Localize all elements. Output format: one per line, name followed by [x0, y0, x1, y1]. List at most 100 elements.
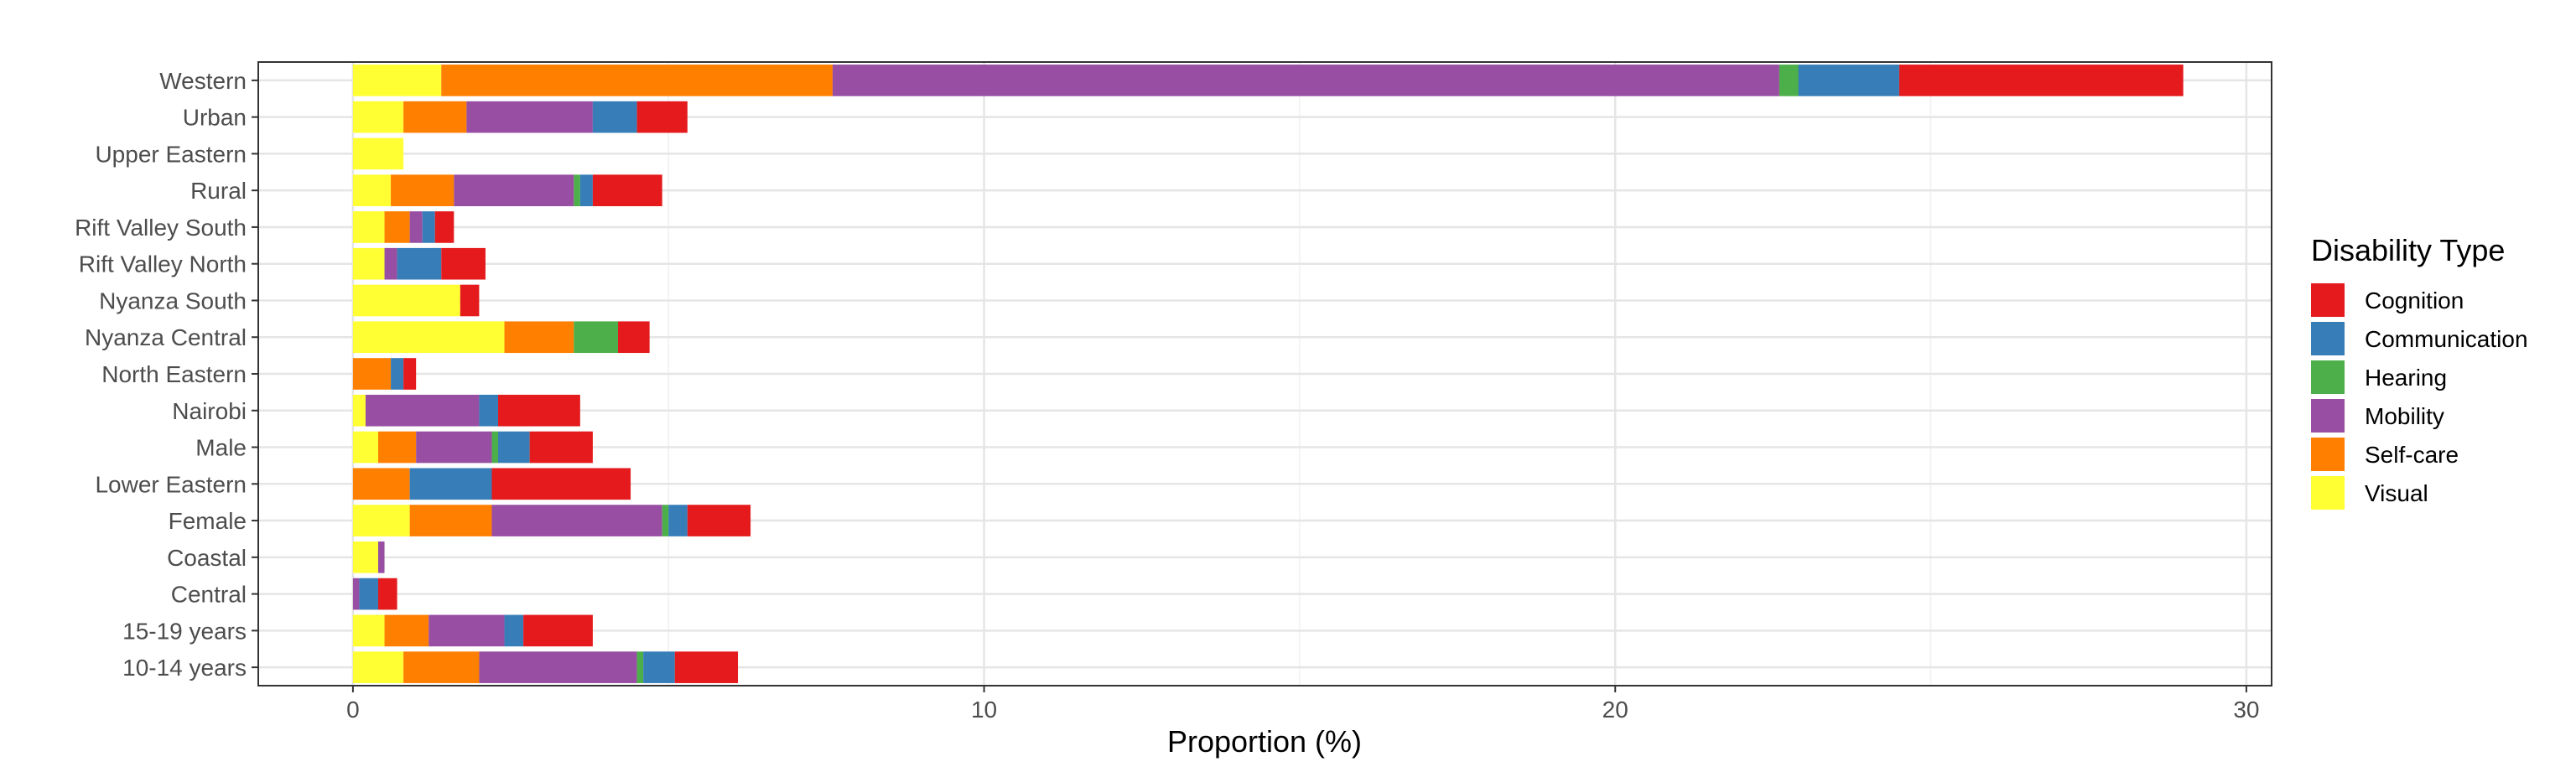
legend-title: Disability Type: [2311, 233, 2505, 267]
bar-rural-self-care: [391, 174, 454, 206]
bar-10-14-years-cognition: [674, 651, 739, 683]
bar-nairobi-visual: [352, 394, 366, 427]
bar-rift-valley-north-communication: [397, 247, 442, 280]
bar-upper-eastern-visual: [352, 137, 404, 170]
bar-nyanza-south-cognition: [460, 284, 480, 317]
bar-western-mobility: [832, 65, 1779, 96]
bar-urban-visual: [352, 101, 404, 133]
y-tick-label: Urban: [183, 105, 247, 131]
legend-label-self-care: Self-care: [2365, 442, 2459, 468]
bar-central-mobility: [352, 578, 360, 610]
bar-urban-communication: [592, 101, 637, 133]
bar-nyanza-central-hearing: [574, 321, 619, 354]
x-tick-label: 30: [2233, 697, 2259, 723]
bar-rift-valley-south-visual: [352, 211, 385, 243]
bar-nairobi-mobility: [365, 394, 480, 427]
bar-15-19-years-communication: [504, 614, 524, 647]
legend-key-hearing: [2311, 360, 2345, 394]
bar-western-communication: [1798, 65, 1899, 96]
y-tick-label: Nyanza South: [99, 288, 247, 313]
legend-label-communication: Communication: [2365, 326, 2528, 352]
legend-label-cognition: Cognition: [2365, 288, 2464, 313]
bar-lower-eastern-self-care: [352, 468, 410, 500]
bar-rural-mobility: [454, 174, 574, 206]
bar-15-19-years-mobility: [428, 614, 505, 647]
bar-urban-cognition: [636, 101, 688, 133]
y-tick-label: 10-14 years: [122, 655, 247, 681]
bar-rift-valley-north-mobility: [384, 247, 397, 280]
bar-north-eastern-self-care: [352, 358, 392, 390]
bar-rift-valley-south-self-care: [384, 211, 410, 243]
bar-male-visual: [352, 431, 379, 464]
bar-rural-visual: [352, 174, 392, 206]
x-axis: 0 10 20 30: [346, 686, 2259, 723]
bar-nairobi-cognition: [498, 394, 580, 427]
bar-female-hearing: [662, 505, 669, 536]
bar-north-eastern-communication: [391, 358, 404, 390]
bar-rift-valley-south-communication: [422, 211, 435, 243]
bar-central-cognition: [378, 578, 397, 610]
bar-western-cognition: [1898, 65, 2184, 96]
x-tick-label: 0: [346, 697, 360, 723]
bar-coastal-visual: [352, 541, 379, 573]
bar-rift-valley-north-cognition: [441, 247, 486, 280]
legend-key-visual: [2311, 476, 2345, 510]
bar-female-mobility: [491, 505, 662, 536]
bar-nyanza-central-visual: [352, 321, 505, 354]
bar-urban-self-care: [403, 101, 467, 133]
bar-lower-eastern-cognition: [491, 468, 631, 500]
bar-female-self-care: [409, 505, 492, 536]
y-tick-label: Central: [171, 582, 247, 608]
bar-15-19-years-visual: [352, 614, 385, 647]
y-tick-label: Lower Eastern: [95, 471, 247, 497]
y-tick-label: Rural: [190, 178, 247, 204]
legend-label-hearing: Hearing: [2365, 365, 2447, 391]
y-tick-label: North Eastern: [101, 361, 247, 387]
bar-10-14-years-communication: [643, 651, 675, 683]
x-tick-label: 10: [971, 697, 997, 723]
y-tick-label: Rift Valley North: [79, 251, 247, 277]
legend-key-communication: [2311, 322, 2345, 355]
bar-male-hearing: [491, 431, 499, 464]
legend-key-self-care: [2311, 438, 2345, 471]
legend-key-cognition: [2311, 283, 2345, 317]
y-tick-label: Male: [195, 435, 247, 461]
bar-nyanza-south-visual: [352, 284, 460, 317]
bar-central-communication: [359, 578, 379, 610]
bar-female-cognition: [687, 505, 751, 536]
bar-rural-communication: [579, 174, 593, 206]
legend-label-visual: Visual: [2365, 480, 2428, 506]
bar-10-14-years-hearing: [636, 651, 644, 683]
bar-10-14-years-self-care: [403, 651, 480, 683]
bar-western-hearing: [1779, 65, 1799, 96]
bar-coastal-mobility: [378, 541, 385, 573]
y-axis: Western Urban Upper Eastern Rural Rift Valle…: [75, 68, 258, 681]
y-tick-label: Coastal: [167, 545, 247, 571]
bar-nyanza-central-cognition: [618, 321, 650, 354]
bar-lower-eastern-communication: [409, 468, 492, 500]
bar-rift-valley-south-mobility: [409, 211, 423, 243]
bar-male-mobility: [416, 431, 492, 464]
bar-15-19-years-self-care: [384, 614, 429, 647]
bar-urban-mobility: [466, 101, 593, 133]
bar-male-cognition: [529, 431, 593, 464]
bar-rift-valley-north-visual: [352, 247, 385, 280]
bar-15-19-years-cognition: [523, 614, 593, 647]
bar-rift-valley-south-cognition: [434, 211, 454, 243]
y-tick-label: Nyanza Central: [85, 324, 247, 350]
bar-female-communication: [668, 505, 688, 536]
x-tick-label: 20: [1602, 697, 1628, 723]
bar-nyanza-central-self-care: [504, 321, 574, 354]
bar-10-14-years-mobility: [479, 651, 637, 683]
bar-western-visual: [352, 65, 442, 96]
bar-female-visual: [352, 505, 410, 536]
legend-label-mobility: Mobility: [2365, 403, 2444, 429]
y-tick-label: 15-19 years: [122, 618, 247, 644]
bar-nairobi-communication: [479, 394, 499, 427]
y-tick-label: Upper Eastern: [95, 141, 247, 167]
bars: [352, 65, 2184, 683]
bar-male-communication: [498, 431, 530, 464]
bar-western-self-care: [441, 65, 833, 96]
x-axis-title: Proportion (%): [1167, 724, 1362, 759]
